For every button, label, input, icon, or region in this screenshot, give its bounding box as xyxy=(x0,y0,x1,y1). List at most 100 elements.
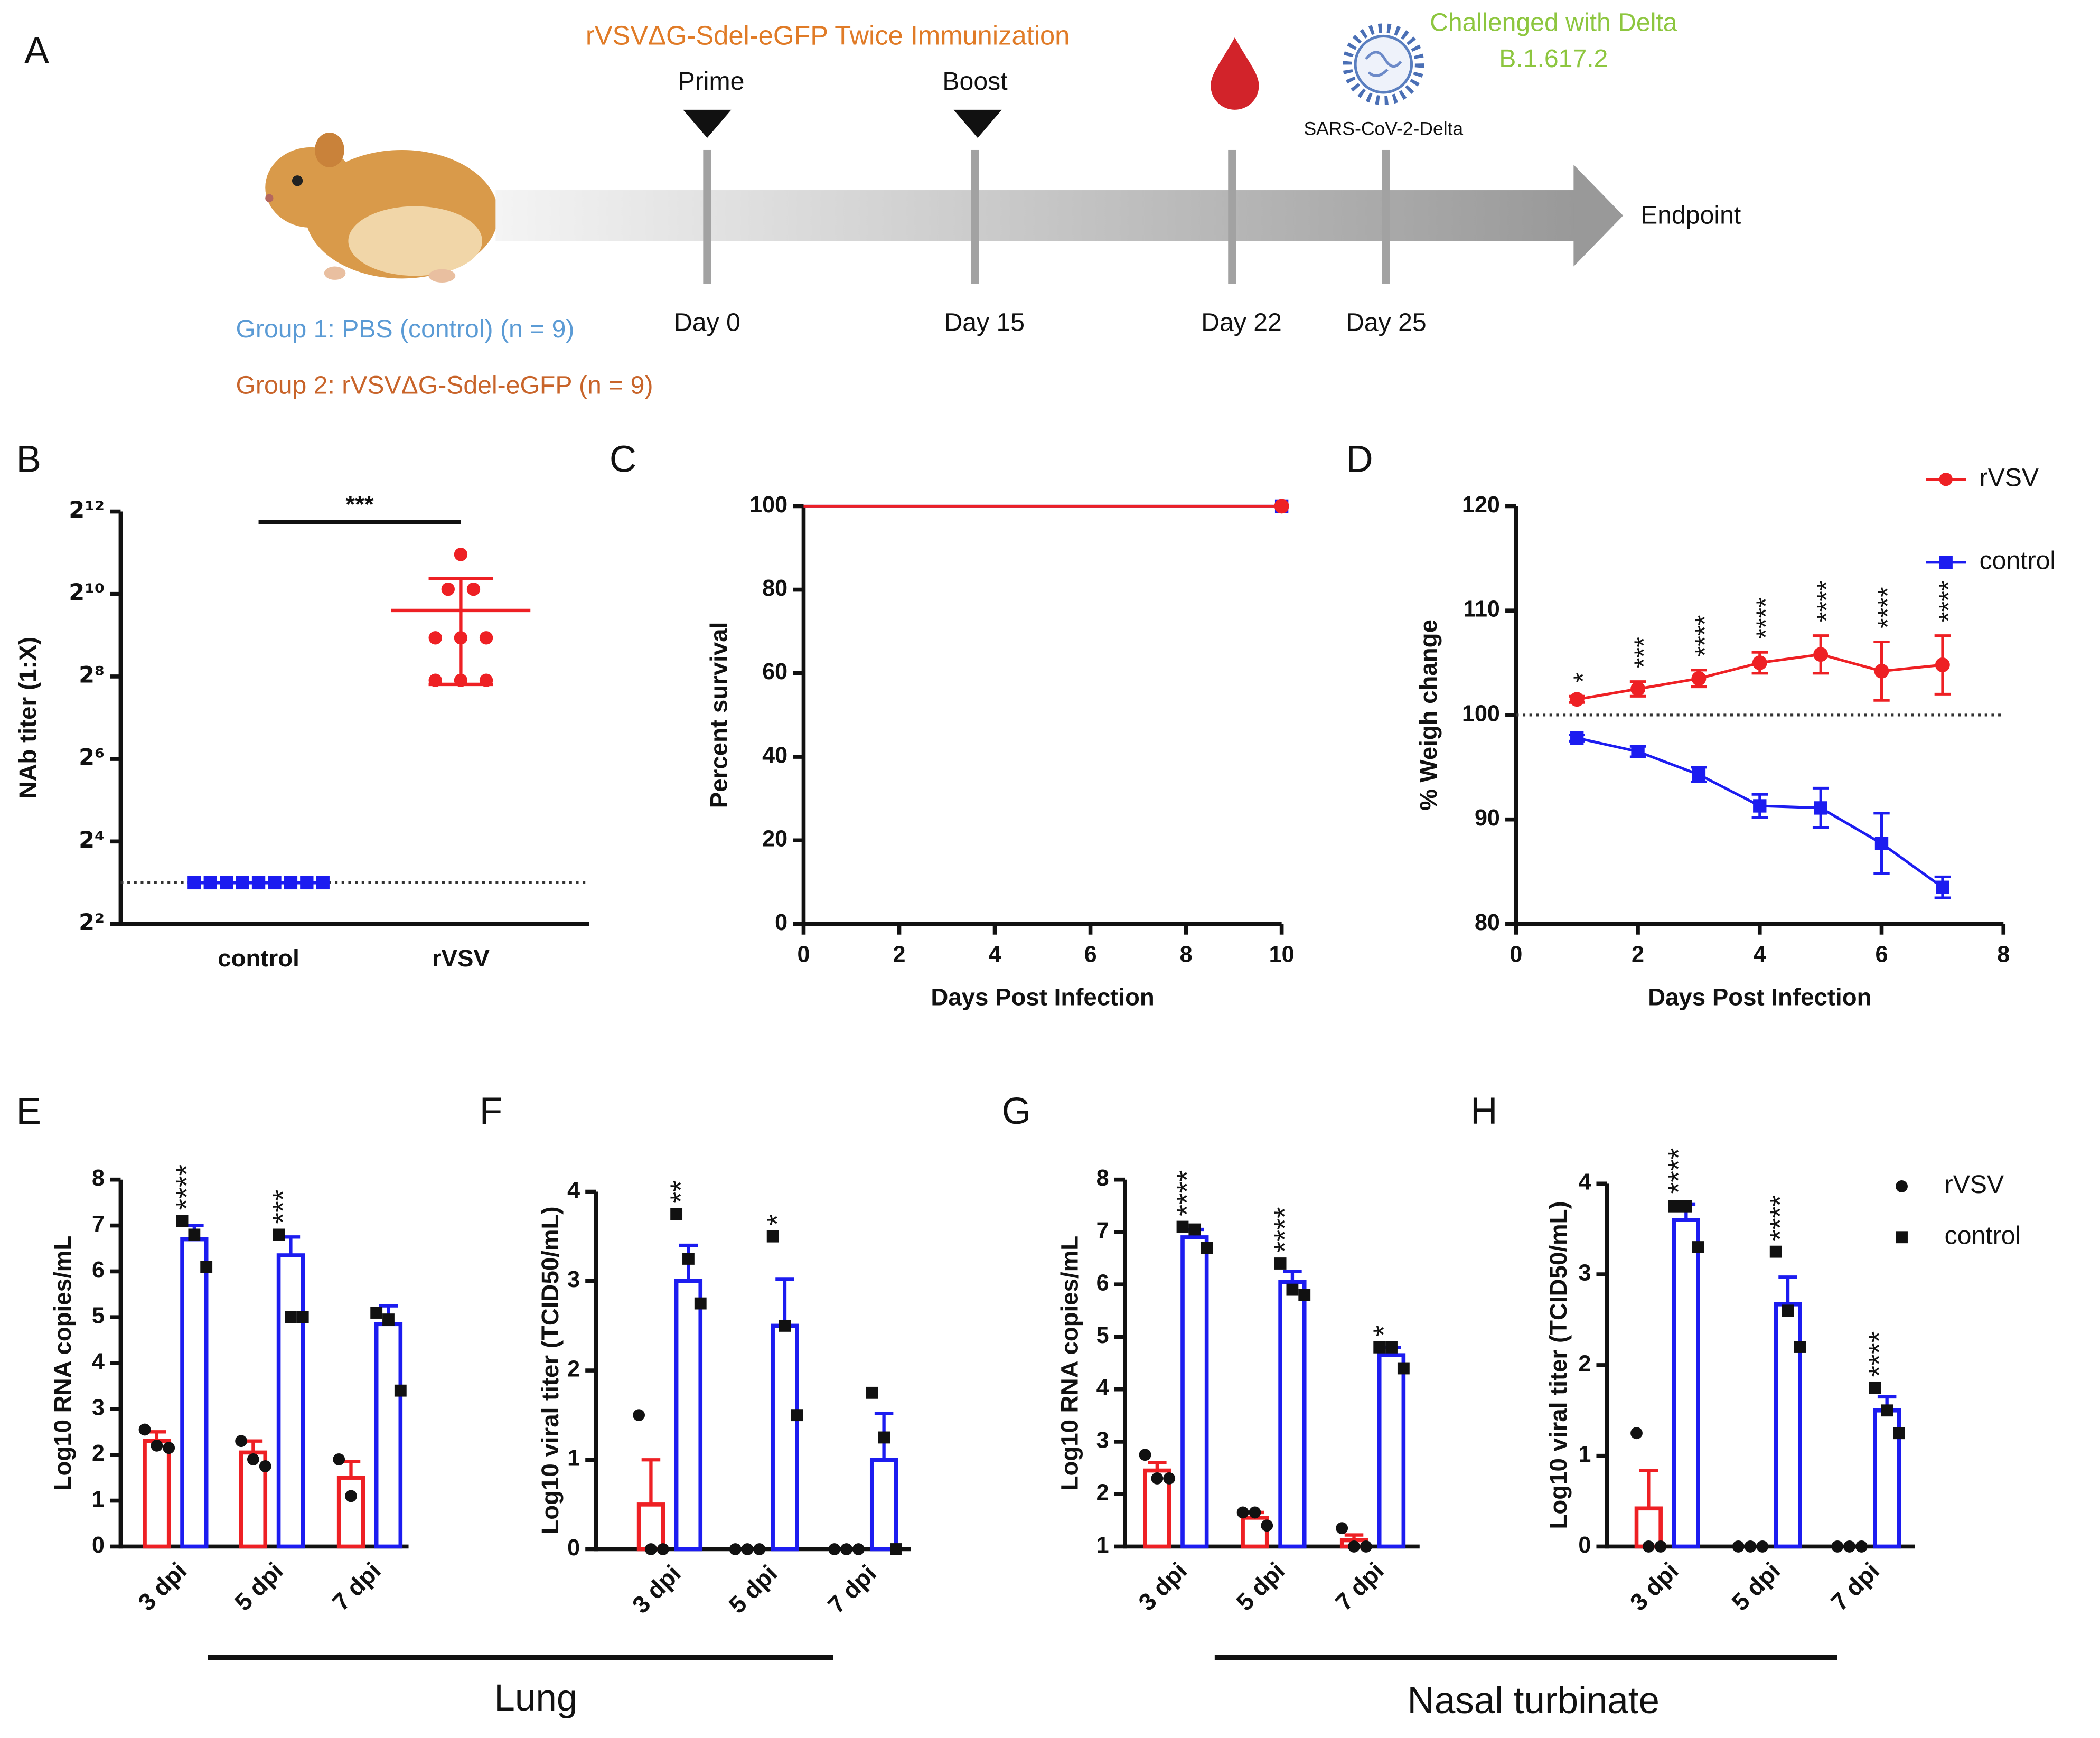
data-point xyxy=(251,876,266,890)
y-tick-label: 2 xyxy=(567,1356,580,1382)
data-point xyxy=(1139,1449,1151,1461)
data-point xyxy=(1631,745,1645,758)
legend-marker xyxy=(1939,556,1953,569)
bar xyxy=(143,1439,171,1549)
bar xyxy=(674,1279,703,1552)
y-tick-label: 2⁶ xyxy=(79,745,105,771)
data-point xyxy=(791,1409,803,1422)
y-tick-label: 2¹² xyxy=(69,497,105,523)
y-tick-label: 5 xyxy=(92,1303,105,1329)
hamster xyxy=(265,133,499,283)
y-tick-label: 1 xyxy=(92,1487,105,1512)
data-point xyxy=(852,1543,865,1555)
y-tick-label: 100 xyxy=(749,492,788,518)
data-point xyxy=(1782,1304,1794,1317)
y-tick-label: 2² xyxy=(79,909,105,936)
bar xyxy=(771,1323,799,1552)
y-tick-label: 120 xyxy=(1462,492,1500,518)
x-tick-label: 5 dpi xyxy=(229,1557,288,1616)
data-point xyxy=(247,1453,259,1465)
panel-letter: F xyxy=(480,1091,502,1132)
data-point xyxy=(296,1311,309,1323)
dose-label: Prime xyxy=(678,67,745,96)
data-point xyxy=(1756,1540,1769,1553)
significance-label: * xyxy=(1568,672,1598,683)
data-point xyxy=(1654,1540,1667,1553)
group-label: Group 2: rVSVΔG-Sdel-eGFP (n = 9) xyxy=(236,371,653,399)
data-point xyxy=(1249,1506,1261,1519)
data-point xyxy=(682,1253,695,1265)
data-point xyxy=(370,1307,383,1319)
data-point xyxy=(1630,1427,1643,1440)
y-tick-label: 1 xyxy=(1578,1442,1591,1467)
panel-letter: E xyxy=(16,1091,41,1132)
y-tick-label: 3 xyxy=(1578,1260,1591,1285)
data-point xyxy=(268,876,282,890)
x-axis-label: Days Post Infection xyxy=(1648,983,1871,1010)
data-point xyxy=(479,631,493,645)
y-tick-label: 90 xyxy=(1475,805,1500,831)
data-point xyxy=(454,631,468,645)
x-tick-label: control xyxy=(218,945,299,972)
data-point xyxy=(1298,1289,1311,1301)
y-axis-label: % Weigh change xyxy=(1415,619,1442,811)
y-tick-label: 2 xyxy=(92,1441,105,1466)
legend-label: control xyxy=(1980,547,2056,575)
bar xyxy=(1774,1302,1802,1549)
arrow-head xyxy=(1573,164,1624,267)
significance-label: *** xyxy=(1629,637,1659,668)
y-tick-label: 4 xyxy=(567,1178,580,1203)
data-point xyxy=(284,1311,297,1323)
legend-marker xyxy=(1896,1231,1908,1244)
data-point xyxy=(1630,681,1646,697)
x-tick-label: 8 xyxy=(1180,942,1193,967)
significance-label: **** xyxy=(1872,587,1902,628)
y-tick-label: 60 xyxy=(762,659,788,684)
data-point xyxy=(878,1431,890,1444)
y-tick-label: 2⁸ xyxy=(79,662,105,688)
data-point xyxy=(779,1319,791,1332)
y-tick-label: 40 xyxy=(762,743,788,768)
significance-label: **** xyxy=(1662,1148,1695,1194)
data-point xyxy=(428,631,442,645)
bar xyxy=(180,1237,209,1549)
data-point xyxy=(1348,1540,1360,1553)
data-point xyxy=(316,876,330,890)
data-point xyxy=(273,1228,285,1241)
data-point xyxy=(1831,1540,1844,1553)
challenge-label: B.1.617.2 xyxy=(1499,44,1608,73)
data-point xyxy=(454,548,468,561)
legend-label: rVSV xyxy=(1980,463,2039,492)
x-tick-label: 7 dpi xyxy=(327,1557,386,1616)
y-tick-label: 100 xyxy=(1462,701,1500,726)
data-point xyxy=(188,876,201,890)
y-axis-label: Log10 RNA copies/mL xyxy=(49,1236,76,1491)
x-tick-label: 2 xyxy=(893,942,906,967)
y-tick-label: 3 xyxy=(1096,1427,1109,1453)
data-point xyxy=(1236,1506,1249,1519)
timeline-title: rVSVΔG-Sdel-eGFP Twice Immunization xyxy=(586,20,1070,50)
y-tick-label: 3 xyxy=(92,1395,105,1420)
day-bar xyxy=(1228,149,1236,284)
x-tick-label: 0 xyxy=(1510,942,1522,967)
x-tick-label: 6 xyxy=(1084,942,1097,967)
significance-label: **** xyxy=(1863,1331,1896,1377)
data-point xyxy=(1874,837,1889,850)
data-point xyxy=(1163,1472,1176,1485)
significance-label: *** xyxy=(267,1190,299,1224)
significance-label: **** xyxy=(1812,580,1842,622)
y-tick-label: 0 xyxy=(1578,1533,1591,1558)
y-axis-label: Log10 RNA copies/mL xyxy=(1056,1236,1083,1491)
legend-marker xyxy=(1896,1180,1908,1192)
bar xyxy=(374,1322,403,1549)
data-point xyxy=(333,1453,345,1465)
data-point xyxy=(188,1228,201,1241)
data-point xyxy=(1668,1200,1680,1213)
significance-label: * xyxy=(761,1214,794,1226)
data-point xyxy=(1744,1540,1757,1553)
y-tick-label: 0 xyxy=(775,910,788,935)
y-axis-label: Log10 viral titer (TCID50/mL) xyxy=(537,1206,564,1534)
data-point xyxy=(138,1423,151,1436)
y-tick-label: 5 xyxy=(1096,1323,1109,1348)
day-label: Day 15 xyxy=(944,308,1025,336)
